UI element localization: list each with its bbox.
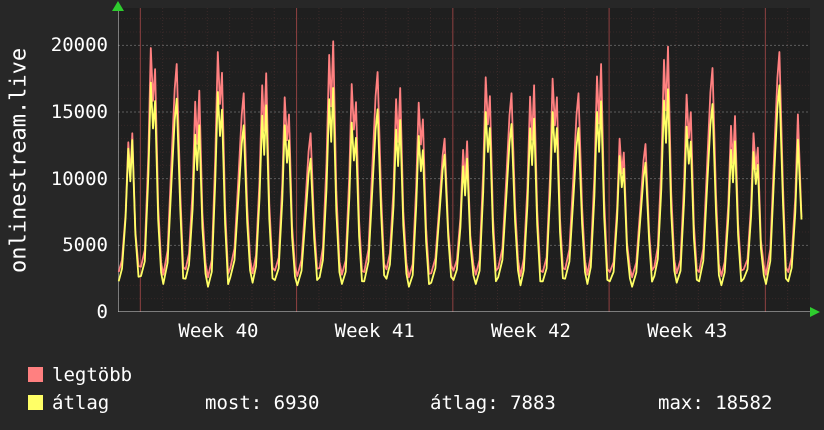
chart-canvas <box>117 8 810 312</box>
chart-plot-area <box>117 8 810 312</box>
stat-max: max: 18582 <box>658 392 773 414</box>
series-atlag-line <box>117 81 803 288</box>
x-tick-label: Week 42 <box>490 320 571 342</box>
x-tick-label: Week 40 <box>178 320 259 342</box>
legend-swatch-atlag <box>28 395 43 410</box>
y-tick-label: 5000 <box>62 234 108 257</box>
x-axis-arrow-icon <box>810 307 820 317</box>
legend-label-legtobb: legtöbb <box>52 364 133 386</box>
legend-label-atlag: átlag <box>52 392 110 414</box>
stat-most: most: 6930 <box>205 392 320 414</box>
stat-atlag: átlag: 7883 <box>430 392 556 414</box>
x-tick-label: Week 41 <box>334 320 415 342</box>
y-axis-arrow-icon <box>112 1 124 11</box>
y-tick-label: 15000 <box>50 101 108 123</box>
y-tick-label: 0 <box>96 301 108 323</box>
y-tick-label: 20000 <box>50 34 108 57</box>
y-tick-label: 10000 <box>50 167 108 190</box>
x-tick-label: Week 43 <box>647 320 728 342</box>
legend-swatch-legtobb <box>28 367 43 382</box>
